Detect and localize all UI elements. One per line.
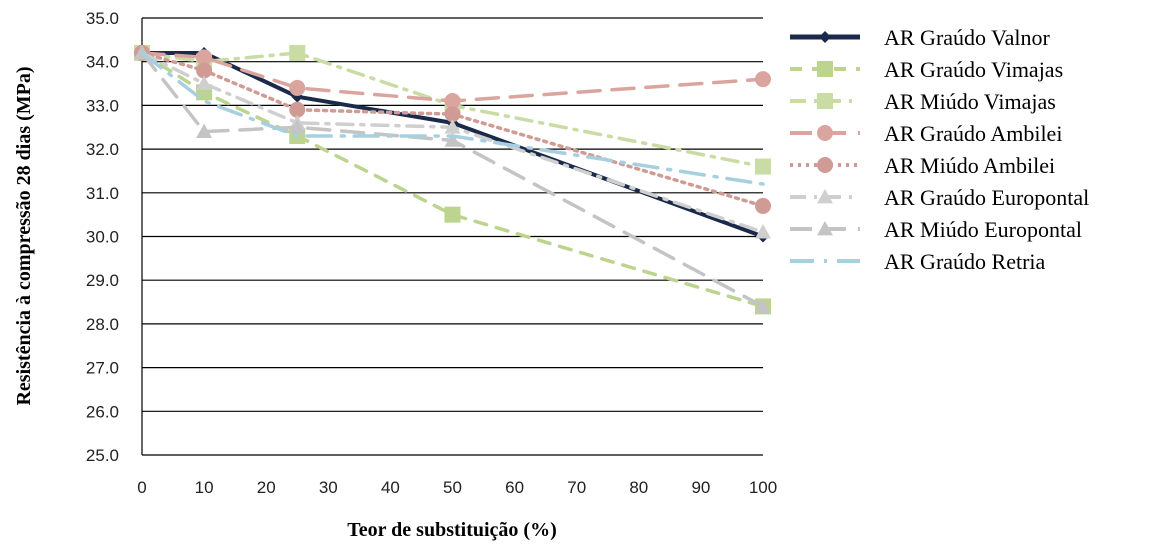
y-tick-label: 29.0 bbox=[86, 271, 119, 290]
data-point bbox=[755, 224, 771, 239]
data-point bbox=[196, 62, 213, 79]
x-tick-label: 60 bbox=[505, 478, 524, 497]
legend-item: AR Miúdo Europontal bbox=[790, 217, 1082, 242]
legend-label: AR Miúdo Vimajas bbox=[884, 89, 1056, 114]
data-point bbox=[755, 298, 771, 313]
data-point bbox=[289, 119, 306, 134]
data-point bbox=[196, 75, 213, 90]
x-axis-title: Teor de substituição (%) bbox=[347, 519, 556, 541]
series-line bbox=[140, 51, 765, 234]
legend-label: AR Graúdo Valnor bbox=[884, 25, 1050, 50]
series-3 bbox=[134, 44, 771, 110]
data-point bbox=[755, 197, 771, 214]
data-point bbox=[817, 157, 833, 173]
x-tick-label: 30 bbox=[319, 478, 338, 497]
legend-label: AR Graúdo Europontal bbox=[884, 185, 1089, 210]
legend-label: AR Miúdo Ambilei bbox=[884, 153, 1055, 178]
y-tick-label: 34.0 bbox=[86, 53, 119, 72]
series-7 bbox=[140, 51, 765, 186]
data-point bbox=[289, 101, 306, 118]
data-point bbox=[817, 93, 833, 109]
x-tick-label: 90 bbox=[691, 478, 710, 497]
legend-item: AR Miúdo Ambilei bbox=[790, 153, 1055, 178]
data-point bbox=[755, 158, 771, 175]
series-line bbox=[140, 51, 765, 186]
x-tick-label: 20 bbox=[257, 478, 276, 497]
legend-item: AR Graúdo Retria bbox=[790, 249, 1046, 274]
legend-item: AR Graúdo Europontal bbox=[790, 185, 1089, 210]
data-point bbox=[444, 119, 461, 134]
x-tick-label: 70 bbox=[567, 478, 586, 497]
data-point bbox=[289, 44, 306, 61]
data-point bbox=[817, 189, 833, 204]
legend-label: AR Miúdo Europontal bbox=[884, 217, 1082, 242]
x-tick-label: 80 bbox=[629, 478, 648, 497]
legend-item: AR Graúdo Valnor bbox=[790, 25, 1050, 50]
data-point bbox=[755, 71, 771, 88]
y-tick-label: 32.0 bbox=[86, 140, 119, 159]
data-point bbox=[289, 79, 306, 96]
data-point bbox=[196, 49, 213, 66]
y-tick-label: 28.0 bbox=[86, 315, 119, 334]
legend-item: AR Miúdo Vimajas bbox=[790, 89, 1056, 114]
x-tick-label: 50 bbox=[443, 478, 462, 497]
legend-item: AR Graúdo Vimajas bbox=[790, 57, 1063, 82]
data-point bbox=[444, 132, 461, 147]
y-tick-label: 33.0 bbox=[86, 96, 119, 115]
data-point bbox=[444, 93, 461, 110]
legend-label: AR Graúdo Ambilei bbox=[884, 121, 1062, 146]
y-axis-title: Resistência à compressão 28 dias (MPa) bbox=[13, 66, 35, 405]
y-tick-label: 35.0 bbox=[86, 9, 119, 28]
x-tick-label: 0 bbox=[137, 478, 146, 497]
data-point bbox=[817, 125, 833, 141]
axis-layer: 25.0 26.0 27.0 28.0 29.0 30.0 31.0 32.0 33.0 34.0… bbox=[86, 9, 777, 497]
y-tick-label: 30.0 bbox=[86, 228, 119, 247]
legend-label: AR Graúdo Vimajas bbox=[884, 57, 1063, 82]
data-point bbox=[444, 206, 461, 223]
series-line bbox=[140, 51, 765, 103]
data-point bbox=[817, 61, 833, 77]
x-tick-label: 10 bbox=[195, 478, 214, 497]
data-point bbox=[819, 31, 831, 43]
y-tick-label: 31.0 bbox=[86, 184, 119, 203]
data-point bbox=[444, 106, 461, 123]
x-tick-label: 100 bbox=[749, 478, 777, 497]
y-tick-label: 27.0 bbox=[86, 359, 119, 378]
legend-label: AR Graúdo Retria bbox=[884, 249, 1046, 274]
series-line bbox=[140, 51, 765, 208]
data-point bbox=[196, 123, 213, 139]
series-layer bbox=[134, 44, 771, 315]
legend-item: AR Graúdo Ambilei bbox=[790, 121, 1062, 146]
data-point bbox=[817, 221, 833, 236]
y-tick-label: 26.0 bbox=[86, 402, 119, 421]
x-tick-label: 40 bbox=[381, 478, 400, 497]
y-tick-label: 25.0 bbox=[86, 446, 119, 465]
legend: AR Graúdo Valnor AR Graúdo Vimajas AR Miúd… bbox=[790, 25, 1089, 274]
